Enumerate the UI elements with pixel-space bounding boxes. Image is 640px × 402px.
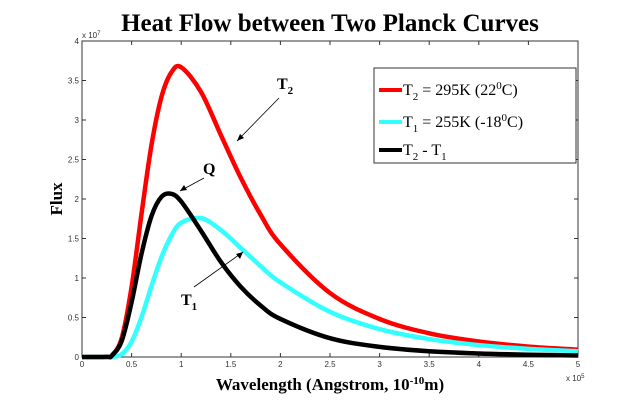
y-tick-label: 2 (75, 195, 80, 204)
x-tick-label: 2 (278, 360, 283, 369)
annotation-t1: T1 (181, 251, 244, 313)
annotation-q: Q (179, 161, 215, 192)
y-tick-label: 0 (75, 353, 80, 362)
x-tick-label: 4 (477, 360, 482, 369)
y-tick-label: 1 (75, 274, 80, 283)
y-tick-label: 4 (75, 37, 80, 46)
y-tick-label: 3 (75, 116, 80, 125)
series-line-2 (81, 191, 579, 360)
x-tick-label: 4.5 (523, 360, 535, 369)
series-line-1 (81, 215, 579, 360)
legend-label-diff: T2 - T1 (403, 142, 447, 163)
legend-label-t1: T1 = 255K (-180C) (403, 112, 523, 135)
x-tick-label: 3.5 (424, 360, 436, 369)
svg-text:Q: Q (203, 161, 215, 178)
svg-text:T2: T2 (277, 76, 294, 97)
x-axis-label: Wavelength (Angstrom, 10-10m) (216, 375, 444, 394)
y-tick-label: 1.5 (68, 235, 80, 244)
arrowhead-icon (236, 252, 243, 259)
y-tick-label: 2.5 (68, 156, 80, 165)
arrowhead-icon (237, 134, 244, 141)
x-tick-label: 5 (576, 360, 581, 369)
axis-ticks: 0 0.5 1 1.5 2 2.5 3 3.5 4 4.5 5 0 0.5 1 1.5 2 2.5 3 3.5 4 (68, 37, 581, 369)
x-tick-label: 1 (179, 360, 184, 369)
x-multiplier: x 105 (566, 374, 585, 383)
arrow-t1 (193, 251, 244, 288)
y-axis-label: Flux (47, 182, 66, 216)
svg-text:T1: T1 (181, 292, 197, 313)
y-tick-label: 3.5 (68, 77, 80, 86)
arrow-t2 (236, 97, 280, 142)
annotation-t2: T2 (236, 76, 294, 142)
y-tick-label: 0.5 (68, 314, 80, 323)
chart-title: Heat Flow between Two Planck Curves (121, 10, 539, 37)
x-tick-label: 2.5 (324, 360, 336, 369)
legend: T2 = 295K (220C) T1 = 255K (-180C) T2 - … (373, 67, 577, 164)
series-lines (81, 63, 579, 360)
x-tick-label: 1.5 (225, 360, 237, 369)
y-multiplier: x 107 (82, 31, 101, 40)
x-tick-label: 0.5 (126, 360, 138, 369)
legend-label-t2: T2 = 295K (220C) (403, 80, 518, 103)
arrowhead-icon (180, 185, 187, 191)
x-tick-label: 0 (80, 360, 85, 369)
x-tick-label: 3 (377, 360, 382, 369)
